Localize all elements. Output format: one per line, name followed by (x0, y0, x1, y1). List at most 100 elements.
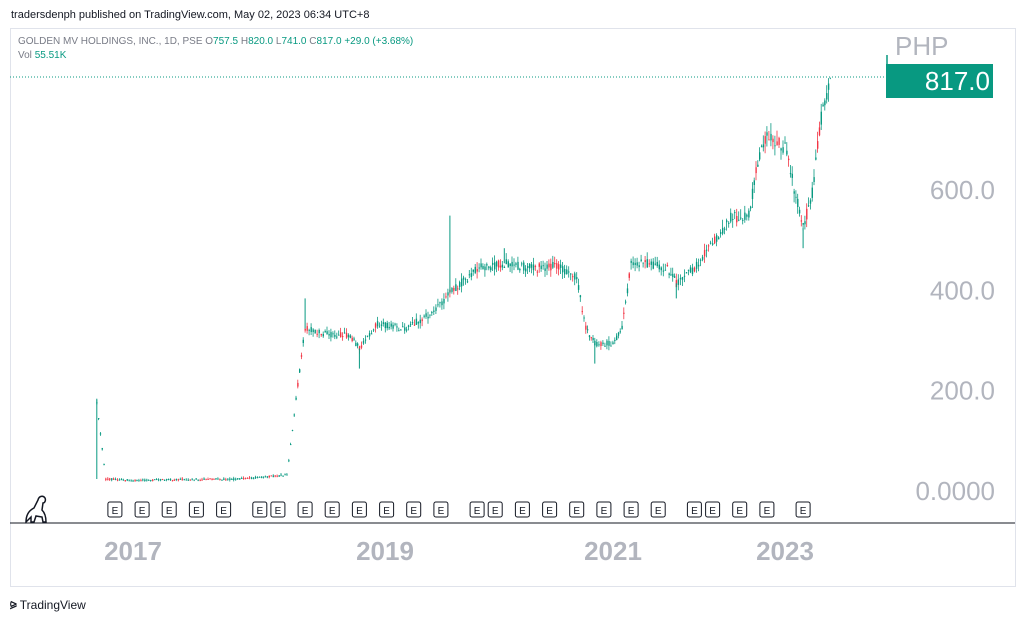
candle-body (474, 266, 476, 273)
earnings-marker-box (351, 501, 367, 518)
candle-body (122, 479, 125, 481)
earnings-marker: E (469, 501, 485, 518)
candle-body (672, 273, 674, 277)
legend-low: 741.0 (281, 36, 307, 47)
candle-body (254, 476, 257, 479)
candle-body (644, 260, 646, 263)
candle-body (486, 264, 488, 266)
candle-body (358, 346, 361, 351)
earnings-marker: E (686, 501, 702, 518)
candle-body (804, 221, 806, 225)
candle-body (250, 477, 253, 479)
candle-body (724, 228, 726, 230)
candle-body (378, 326, 381, 328)
chart-frame (10, 28, 1016, 587)
candle-body (366, 335, 369, 337)
candle-body (280, 474, 282, 476)
earnings-marker-box (623, 501, 639, 518)
candle-body (546, 264, 548, 269)
candle-body (532, 264, 535, 271)
candle-body (544, 268, 546, 271)
candle-body (476, 269, 478, 272)
candle-body (306, 326, 308, 331)
candle-body (402, 326, 404, 328)
candle-body (751, 188, 754, 199)
candle-body (431, 312, 433, 314)
candle-body (652, 261, 654, 269)
earnings-marker-label: E (256, 506, 263, 517)
candle-body (759, 152, 761, 160)
earnings-marker-label: E (438, 506, 445, 517)
candle-body (332, 333, 334, 335)
candle-body (648, 263, 650, 265)
candle-body (113, 478, 115, 480)
candle-body (670, 274, 672, 276)
candle-body (435, 307, 437, 311)
candle-body (616, 335, 618, 341)
candle-body (187, 479, 189, 481)
candle-body (413, 324, 416, 326)
candle-body (286, 474, 288, 476)
candle-body (116, 479, 119, 481)
candle-body (400, 329, 402, 331)
dino-icon (25, 495, 47, 524)
earnings-marker-box (569, 501, 585, 518)
earnings-marker: E (596, 501, 612, 518)
candle-body (750, 206, 752, 209)
candle-body (233, 478, 235, 480)
candle-body (326, 331, 328, 335)
candle-body (407, 325, 410, 327)
candle-body (608, 341, 610, 346)
earnings-marker-label: E (139, 506, 146, 517)
candle-body (505, 259, 507, 264)
candle-body (320, 334, 322, 336)
candle-body (404, 327, 406, 331)
candle-body (817, 141, 819, 149)
earnings-marker-box (542, 501, 558, 518)
candle-body (662, 270, 665, 272)
candle-body (685, 272, 688, 274)
candle-body (628, 273, 630, 278)
candle-body (712, 243, 714, 245)
earnings-marker-label: E (655, 506, 662, 517)
earnings-marker-box (650, 501, 666, 518)
volume-label: Vol (18, 50, 32, 61)
earnings-marker-box (252, 501, 268, 518)
candle-body (753, 180, 755, 185)
candle-body (495, 261, 498, 267)
candle-body (778, 137, 780, 145)
candle-body (726, 220, 728, 223)
candle-body (693, 267, 696, 272)
candle-body (207, 479, 209, 480)
candle-body (795, 196, 797, 198)
earnings-marker-label: E (764, 506, 771, 517)
candle-body (480, 263, 482, 268)
earnings-marker-box (324, 501, 340, 518)
candle-body (705, 249, 708, 251)
candle-body (189, 479, 191, 481)
candle-body (714, 236, 716, 244)
earnings-marker-label: E (356, 506, 363, 517)
candle-body (266, 476, 269, 478)
candle-body (376, 321, 379, 327)
tradingview-logo-icon: ⪩ (10, 597, 17, 611)
legend-high: 820.0 (248, 36, 274, 47)
earnings-marker-label: E (492, 506, 499, 517)
candle-body (776, 141, 778, 146)
earnings-marker: E (732, 501, 748, 518)
candle-body (782, 147, 784, 153)
candle-body (291, 430, 294, 431)
price-axis: 600.0 400.0 200.0 0.0000 PHP 817.0 (886, 31, 995, 506)
candle-body (552, 262, 554, 268)
candle-body (482, 266, 484, 270)
earnings-marker-label: E (601, 506, 608, 517)
candle-body (227, 478, 229, 480)
candle-body (501, 264, 504, 268)
last-price-badge (886, 64, 993, 98)
footer[interactable]: ⪩ TradingView (10, 597, 86, 612)
candle-body (478, 267, 480, 269)
candle-body (160, 479, 162, 481)
earnings-marker: E (569, 501, 585, 518)
candle-body (132, 480, 134, 482)
